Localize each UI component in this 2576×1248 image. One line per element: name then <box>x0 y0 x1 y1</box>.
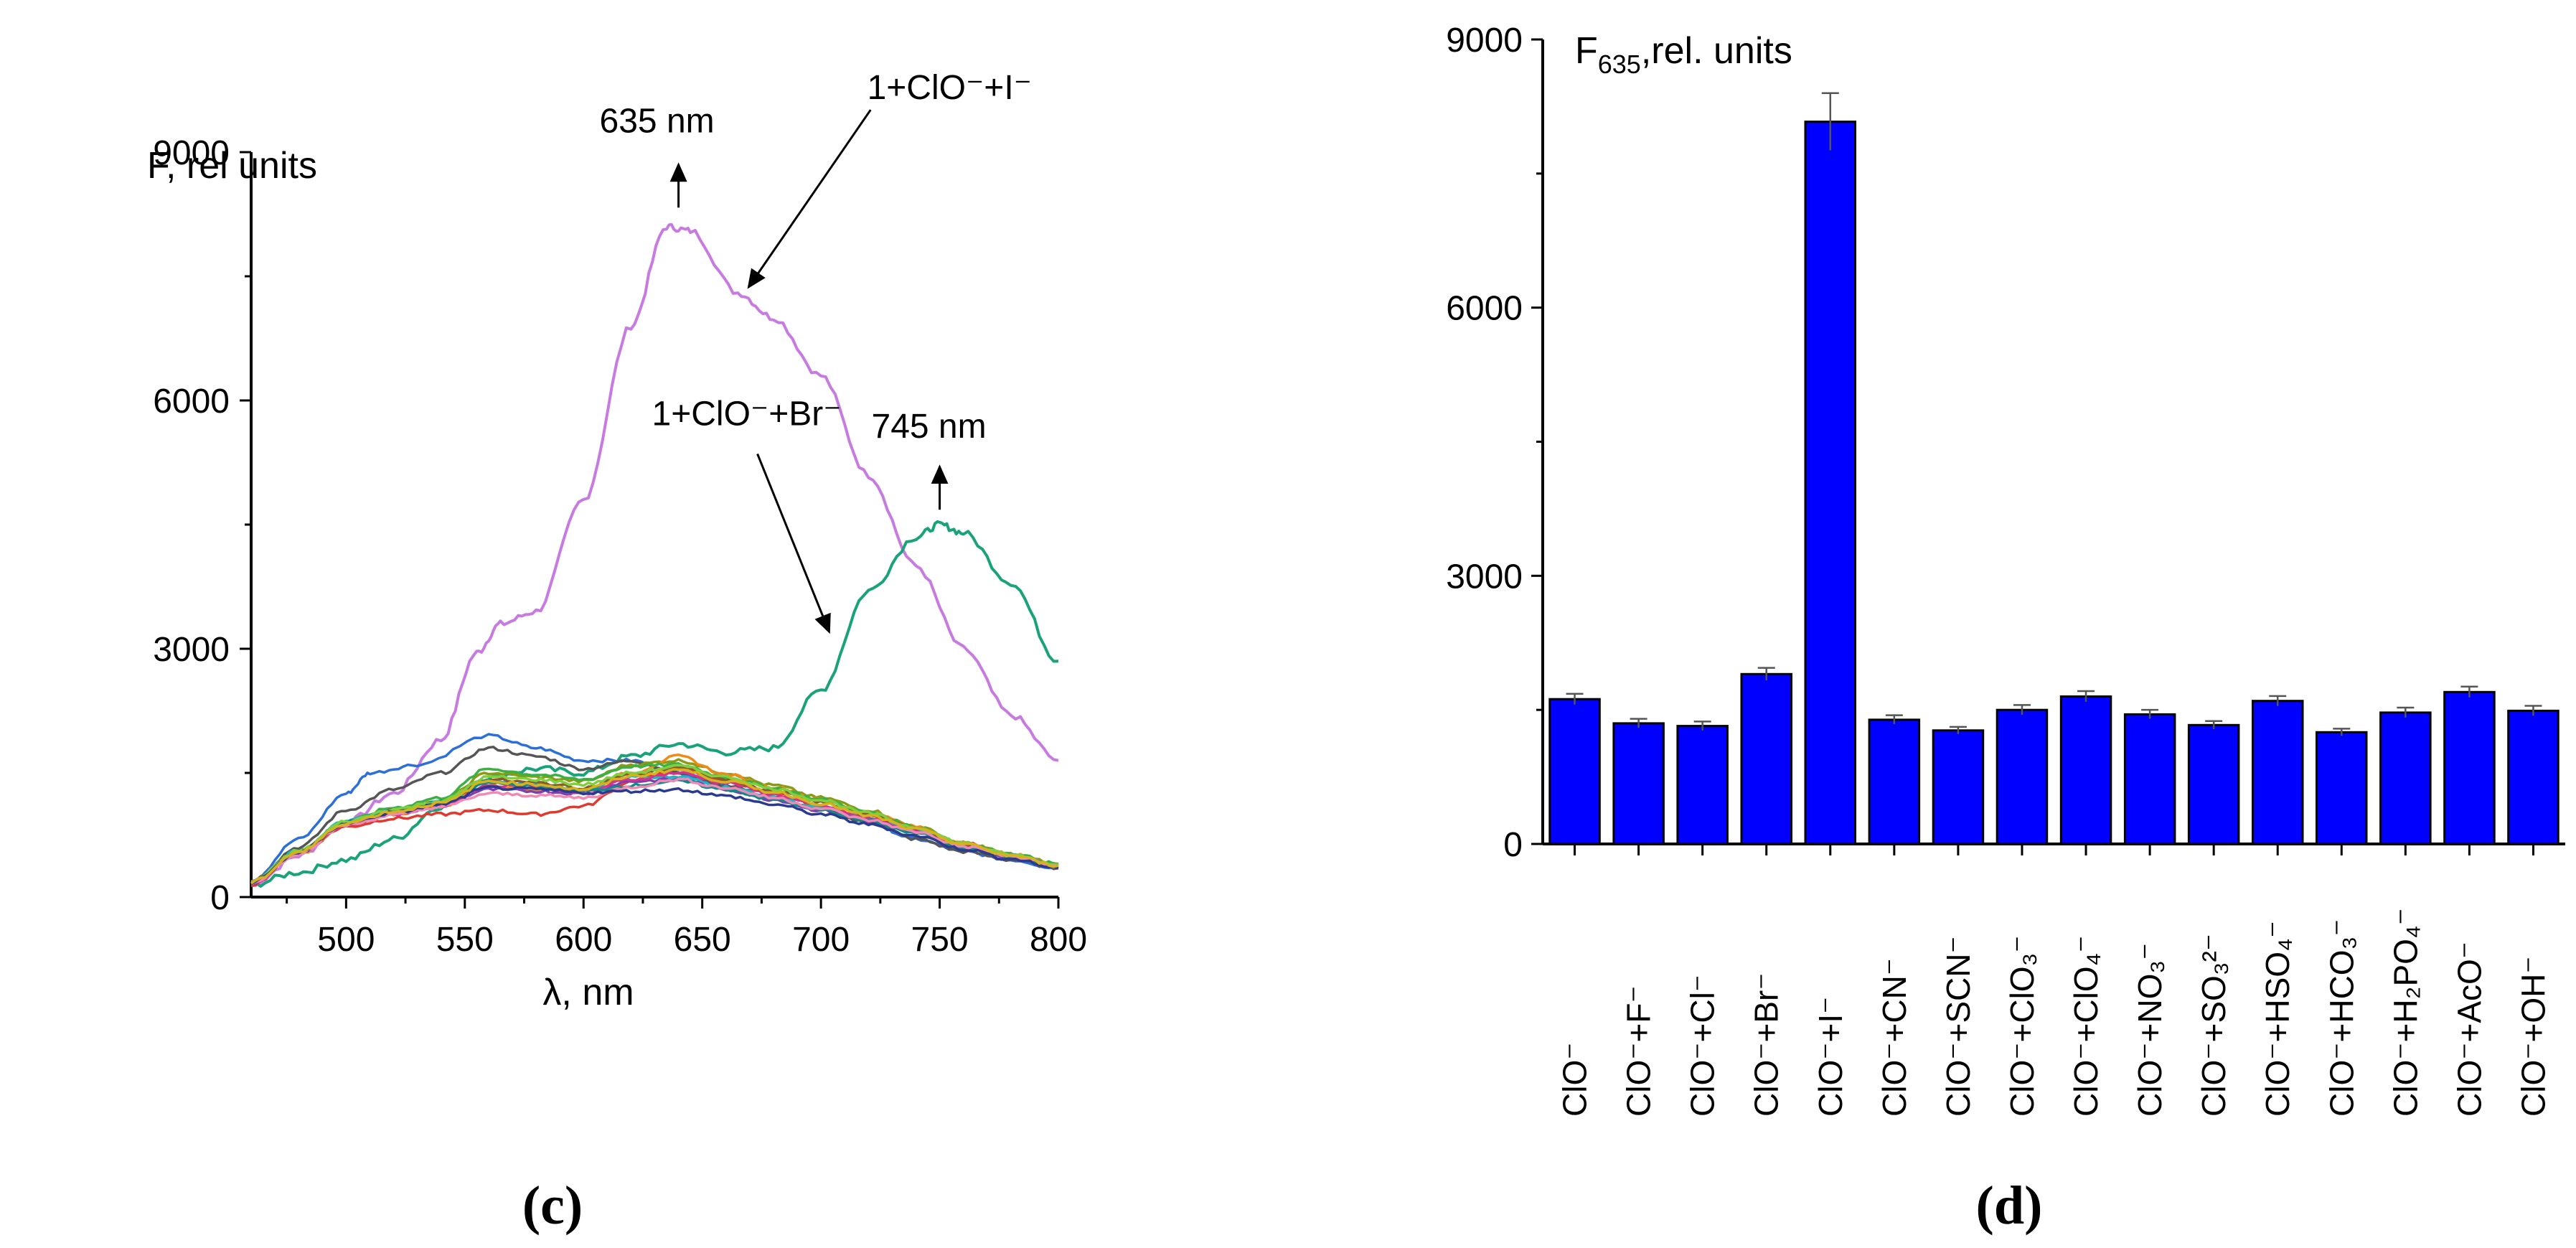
c-x-tick-label: 800 <box>1030 921 1087 959</box>
c-y-axis-label: F, rel units <box>147 145 317 187</box>
panel-d-bar-chart: 0 3000 6000 9000 ClO⁻ ClO⁻+F⁻ ClO⁻+Cl⁻ ClO⁻+Br… <box>1446 22 2565 1117</box>
panel-c-line-chart: 500 550 600 650 700 750 800 0 3000 6000 9000 635 n… <box>147 69 1087 1013</box>
c-ticks: 500 550 600 650 700 750 800 0 3000 6000 9000 <box>153 134 1087 959</box>
d-y-tick-label: 9000 <box>1446 22 1523 60</box>
d-y-axis-label-main: F <box>1575 30 1598 72</box>
d-bar <box>1868 718 1921 845</box>
d-bar <box>2507 709 2559 845</box>
c-series-line-gold <box>250 768 1059 885</box>
d-bar <box>2187 723 2240 845</box>
c-annotation-bromide: 1+ClO⁻+Br⁻ <box>652 395 842 433</box>
panel-label-c: (c) <box>522 1176 583 1236</box>
c-series-group <box>250 222 1059 888</box>
c-y-tick-label: 3000 <box>153 631 230 669</box>
c-annotations: 635 nm 745 nm 1+ClO⁻+I⁻ 1+ClO⁻+Br⁻ <box>600 69 1032 634</box>
c-y-tick-label: 0 <box>210 879 230 917</box>
d-bar <box>2316 731 2368 845</box>
d-bar <box>2443 690 2496 845</box>
c-series-line-magenta <box>250 771 1059 883</box>
d-bar <box>2123 713 2176 845</box>
d-category-label: ClO⁻+SCN⁻ <box>1940 936 1977 1117</box>
d-category-label: ClO⁻+ClO₄⁻ <box>2067 935 2105 1117</box>
d-y-tick-label: 6000 <box>1446 290 1523 328</box>
c-series-line-navy <box>250 785 1059 886</box>
d-bar <box>1740 672 1792 845</box>
d-category-label: ClO⁻+SO₃²⁻ <box>2195 934 2232 1117</box>
c-arrow-bromide <box>756 453 831 634</box>
d-bar <box>1996 708 2049 845</box>
d-bar <box>2379 711 2432 845</box>
c-series-line-1-ClO-Br- <box>250 520 1059 888</box>
d-category-labels: ClO⁻ ClO⁻+F⁻ ClO⁻+Cl⁻ ClO⁻+Br⁻ ClO⁻+I⁻ ClO⁻+C… <box>1556 908 2552 1117</box>
c-annotation-iodide: 1+ClO⁻+I⁻ <box>868 69 1032 107</box>
d-bar <box>2059 695 2112 845</box>
d-bars-group <box>1548 92 2559 845</box>
d-bar <box>2252 700 2304 845</box>
d-bar <box>1676 725 1729 845</box>
d-category-label: ClO⁻+ClO₃⁻ <box>2003 935 2041 1117</box>
c-series-line-dark-gray <box>250 746 1059 883</box>
d-y-tick-label: 3000 <box>1446 558 1523 596</box>
c-y-tick-label: 9000 <box>153 134 230 172</box>
d-category-label: ClO⁻+HCO₃⁻ <box>2323 919 2360 1117</box>
d-category-label: ClO⁻ <box>1556 1043 1594 1117</box>
c-series-line-purple <box>251 777 1059 885</box>
c-x-tick-label: 600 <box>555 921 612 959</box>
c-series-line-teal <box>250 778 1059 885</box>
c-x-axis-label: λ, nm <box>542 972 634 1013</box>
c-y-tick-label: 6000 <box>153 383 230 421</box>
d-category-label: ClO⁻+HSO₄⁻ <box>2259 921 2296 1117</box>
c-series-line-blue <box>250 733 1059 883</box>
panel-label-d: (d) <box>1976 1176 2043 1236</box>
d-bar <box>1612 722 1665 845</box>
c-series-line-pink <box>250 777 1059 886</box>
d-bar <box>1804 121 1856 845</box>
d-y-axis-label-rest: ,rel. units <box>1641 30 1792 72</box>
c-x-tick-label: 500 <box>317 921 375 959</box>
d-category-label: ClO⁻+Br⁻ <box>1748 972 1785 1117</box>
d-category-label: ClO⁻+AcO⁻ <box>2450 942 2488 1117</box>
c-x-tick-label: 750 <box>911 921 969 959</box>
c-x-tick-label: 650 <box>674 921 731 959</box>
d-category-label: ClO⁻+F⁻ <box>1620 985 1658 1117</box>
c-x-tick-label: 700 <box>792 921 850 959</box>
d-category-label: ClO⁻+OH⁻ <box>2514 956 2552 1117</box>
d-category-label: ClO⁻+Cl⁻ <box>1684 975 1721 1117</box>
c-x-tick-label: 550 <box>436 921 494 959</box>
d-y-tick-label: 0 <box>1503 826 1523 864</box>
d-category-label: ClO⁻+H₂PO₄⁻ <box>2387 908 2424 1117</box>
d-bar <box>1932 729 1985 845</box>
d-category-label: ClO⁻+I⁻ <box>1812 997 1849 1117</box>
d-y-axis-label: F635,rel. units <box>1575 30 1792 79</box>
c-annotation-745nm: 745 nm <box>872 408 987 446</box>
c-annotation-635nm: 635 nm <box>600 102 715 140</box>
d-bar <box>1548 698 1601 845</box>
d-category-label: ClO⁻+NO₃⁻ <box>2131 943 2168 1117</box>
d-category-label: ClO⁻+CN⁻ <box>1876 958 1913 1117</box>
d-y-axis-label-sub: 635 <box>1598 50 1641 79</box>
c-arrow-iodide <box>747 109 872 289</box>
c-series-line-1-ClO-I- <box>250 222 1059 886</box>
d-ticks: 0 3000 6000 9000 <box>1446 22 2534 864</box>
